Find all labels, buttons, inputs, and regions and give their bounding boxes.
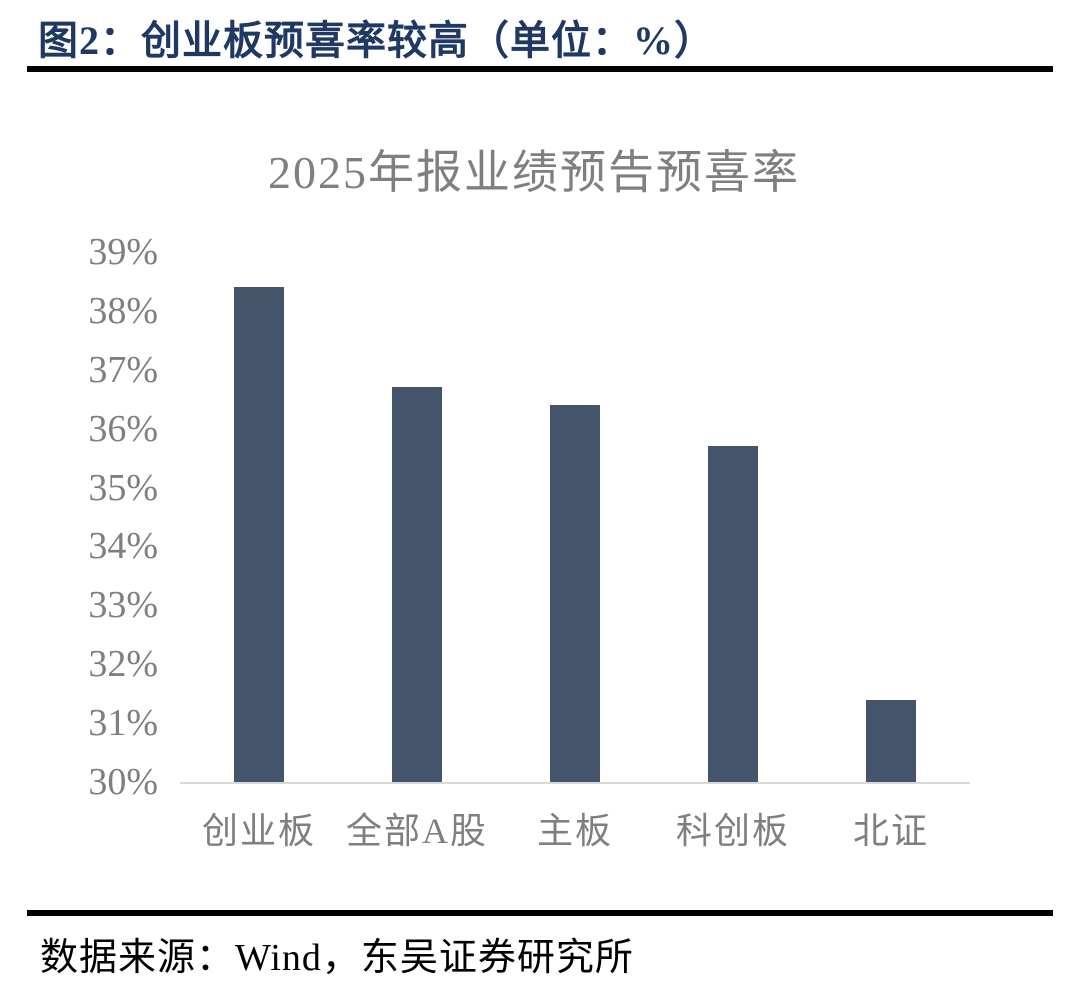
y-axis-tick-label: 32% (88, 643, 158, 686)
x-axis-category-label: 全部A股 (346, 811, 488, 851)
x-axis-category-label: 北证 (852, 811, 930, 851)
x-axis-category-label: 主板 (536, 811, 614, 851)
y-axis-tick-label: 31% (88, 702, 158, 745)
plot-area (180, 252, 970, 784)
figure-caption: 图2：创业板预喜率较高（单位：%） (38, 18, 715, 63)
bar-2 (392, 387, 442, 782)
x-axis-category-label: 科创板 (675, 811, 791, 851)
x-axis: 创业板 全部A股 主板 科创板 北证 (180, 802, 970, 854)
top-divider-line (27, 66, 1053, 72)
y-axis-tick-label: 33% (88, 584, 158, 627)
y-axis: 39% 38% 37% 36% 35% 34% 33% 32% 31% 30% (0, 231, 158, 803)
y-axis-tick-label: 34% (88, 525, 158, 568)
x-axis-category-label: 创业板 (201, 811, 317, 851)
bar-5 (866, 699, 916, 782)
bar-4 (708, 446, 758, 782)
chart-title: 2025年报业绩预告预喜率 (268, 147, 800, 198)
y-axis-tick-label: 35% (88, 466, 158, 509)
bar-3 (550, 405, 600, 782)
bottom-divider-line (27, 910, 1053, 916)
y-axis-tick-label: 36% (88, 407, 158, 450)
y-axis-tick-label: 39% (88, 231, 158, 273)
bar-1 (234, 287, 284, 782)
y-axis-tick-label: 37% (88, 348, 158, 391)
data-source: 数据来源：Wind，东吴证券研究所 (40, 937, 634, 979)
y-axis-tick-label: 38% (88, 289, 158, 332)
y-axis-tick-label: 30% (88, 761, 158, 803)
x-axis-line (180, 782, 970, 784)
